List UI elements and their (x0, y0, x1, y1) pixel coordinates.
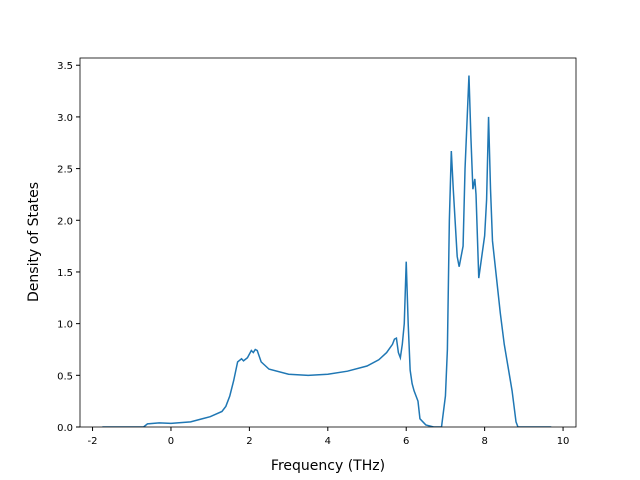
x-tick-label: 0 (168, 436, 174, 447)
y-tick-label: 2.0 (57, 216, 73, 227)
y-tick-label: 0.0 (57, 423, 73, 434)
y-tick-label: 2.5 (57, 165, 73, 176)
y-axis-label: Density of States (26, 182, 42, 302)
y-tick-label: 3.0 (57, 113, 73, 124)
x-tick-label: 10 (557, 436, 570, 447)
y-tick-label: 3.5 (57, 61, 73, 72)
plot-frame (79, 57, 577, 428)
x-tick-label: 4 (325, 436, 331, 447)
x-axis-label: Frequency (THz) (271, 458, 385, 474)
x-tick-label: 8 (481, 436, 487, 447)
y-tick-label: 0.5 (57, 371, 73, 382)
x-tick-label: 2 (246, 436, 252, 447)
y-tick-label: 1.5 (57, 268, 73, 279)
x-tick-label: -2 (88, 436, 98, 447)
y-tick-label: 1.0 (57, 320, 73, 331)
line-series (102, 75, 552, 427)
x-tick-label: 6 (403, 436, 409, 447)
